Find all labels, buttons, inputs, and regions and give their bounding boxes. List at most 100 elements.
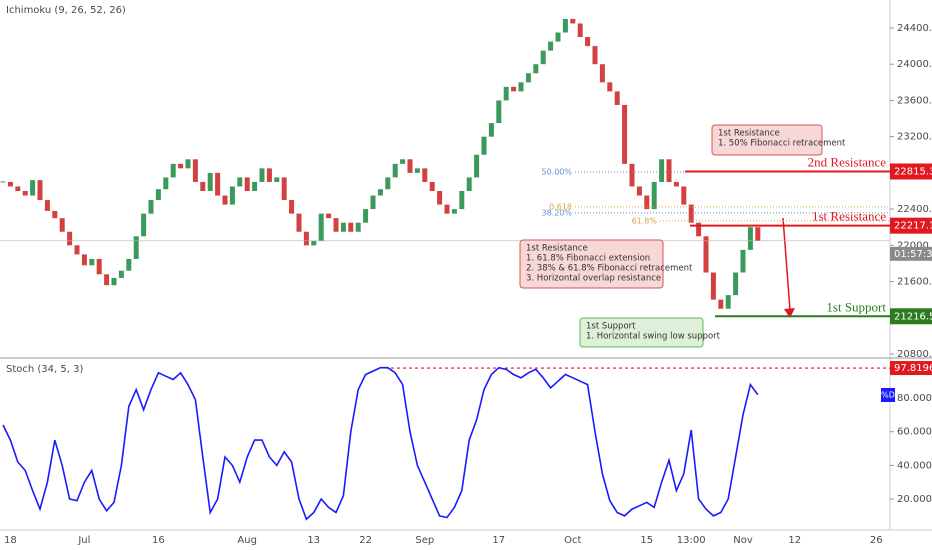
level-badge — [890, 163, 932, 180]
candle — [126, 258, 132, 271]
y-tick-label: 21600.0 — [897, 277, 932, 288]
callout-text: 1st Support — [586, 322, 636, 332]
candle — [30, 180, 36, 196]
candle — [215, 172, 221, 196]
candle — [44, 200, 50, 211]
y-tick-label: 22000.0 — [897, 240, 932, 251]
x-tick-label: 17 — [492, 535, 505, 546]
candle — [266, 168, 272, 182]
candle — [651, 181, 657, 210]
indicator-label: Ichimoku (9, 26, 52, 26) — [6, 5, 126, 16]
candle — [74, 245, 80, 255]
level-label: 2nd Resistance — [808, 154, 887, 169]
candle — [303, 231, 309, 246]
candle — [414, 168, 420, 173]
candle — [636, 186, 642, 196]
y-tick-label: 40.0000 — [897, 460, 932, 471]
candle — [111, 277, 117, 286]
y-tick-label: 80.0000 — [897, 393, 932, 404]
candle — [192, 159, 198, 182]
candle — [0, 181, 6, 183]
candle — [710, 272, 716, 300]
candle — [318, 213, 324, 241]
callout-box — [579, 317, 704, 348]
candle — [533, 64, 539, 74]
callout-box — [519, 239, 664, 289]
fib-label: 61.8% — [632, 216, 658, 225]
fib-label: 0.618 — [549, 202, 572, 211]
candle — [592, 46, 598, 65]
y-tick-label: 23200.0 — [897, 132, 932, 143]
candle — [155, 189, 161, 201]
candle — [525, 73, 531, 83]
level-badge — [890, 361, 932, 376]
candle — [96, 258, 102, 275]
candle — [422, 168, 428, 182]
y-tick-label: 20800.0 — [897, 349, 932, 360]
candle — [614, 91, 620, 105]
candle — [229, 186, 235, 205]
candle — [466, 177, 472, 191]
candle — [7, 181, 13, 187]
candle — [333, 218, 339, 232]
candle — [718, 299, 724, 309]
candle — [488, 123, 494, 137]
countdown: 01:57:37 — [894, 249, 932, 260]
x-tick-label: 13:00 — [677, 535, 706, 546]
callout-box — [711, 124, 823, 156]
candle — [444, 204, 450, 214]
y-tick-label: 20.0000 — [897, 494, 932, 505]
candle — [355, 222, 361, 232]
candle — [481, 136, 487, 155]
candle — [429, 181, 435, 191]
candle — [622, 104, 628, 164]
candle — [148, 200, 154, 214]
candle — [696, 222, 702, 237]
legend-badge — [881, 388, 895, 402]
candle — [747, 227, 753, 250]
candle — [585, 37, 591, 47]
candle — [562, 18, 568, 33]
x-tick-label: Oct — [564, 535, 581, 546]
candle — [607, 82, 613, 92]
candle — [37, 180, 43, 201]
candle — [274, 177, 280, 182]
callout-text: 1. 50% Fibonacci retracement — [718, 139, 846, 149]
candle — [259, 168, 265, 182]
candle — [740, 249, 746, 273]
level-value: 22815.3 — [894, 166, 932, 177]
x-tick-label: 12 — [788, 535, 801, 546]
level-label: 1st Resistance — [812, 209, 886, 224]
candle — [200, 181, 206, 191]
y-tick-label: 24000.0 — [897, 59, 932, 70]
candle — [185, 159, 191, 169]
candle — [207, 172, 213, 191]
y-tick-label: 22400.0 — [897, 204, 932, 215]
callout-text: 1st Resistance — [718, 129, 780, 139]
level-value: 21216.5 — [894, 311, 932, 322]
candle — [252, 181, 258, 191]
candle — [296, 213, 302, 232]
candle — [178, 163, 184, 169]
level-label: 1st Support — [826, 299, 886, 314]
indicator-label: Stoch (34, 5, 3) — [6, 364, 83, 375]
legend-label: %D — [881, 391, 895, 400]
price-badge — [890, 246, 932, 261]
candle — [222, 195, 228, 205]
candle — [725, 295, 731, 309]
candle — [118, 270, 124, 278]
candle — [681, 186, 687, 205]
candle — [540, 50, 546, 65]
candle — [81, 254, 87, 266]
candle — [599, 64, 605, 83]
candle — [629, 163, 635, 187]
candle — [289, 200, 295, 214]
y-tick-label: 23600.0 — [897, 95, 932, 106]
candle — [326, 213, 332, 219]
candle — [570, 18, 576, 24]
callout-text: 1st Resistance — [526, 244, 588, 254]
candle — [67, 231, 73, 246]
candle — [666, 159, 672, 182]
